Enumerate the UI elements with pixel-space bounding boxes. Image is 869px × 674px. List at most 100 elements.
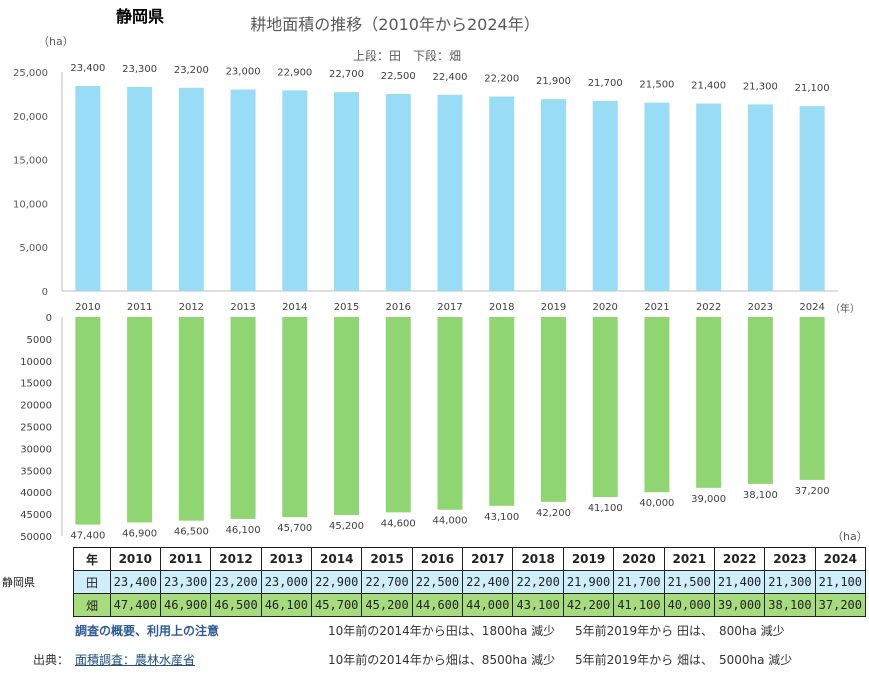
chart-area: 静岡県 耕地面積の推移（2010年から2024年） 上段：田 下段：畑 （ha）… (13, 7, 868, 543)
paddy-value-cell: 21,500 (663, 570, 715, 594)
year-header-cell: 年 (73, 547, 111, 571)
paddy-data-label: 23,000 (226, 67, 261, 78)
year-header-cell: 2019 (562, 547, 615, 571)
data-table: 年 2010 2011 2012 2013 2014 2015 2016 2017 2018 20… (0, 547, 867, 617)
paddy-bar (437, 94, 463, 291)
field-value-cell: 46,500 (210, 593, 262, 617)
chart-subtitle: 上段：田 下段：畑 (353, 48, 461, 63)
year-header-cell: 2021 (663, 547, 715, 571)
lower-y-tick-label: 30000 (20, 444, 52, 455)
year-header-cell: 2016 (411, 547, 464, 571)
upper-y-tick-label: 20,000 (13, 112, 48, 123)
paddy-value-cell: 21,100 (814, 570, 867, 594)
paddy-bar (230, 89, 256, 292)
paddy-data-label: 21,500 (639, 80, 674, 91)
table-row-paddy: 静岡県 田 23,400 23,300 23,200 23,000 22,900 22,7… (0, 570, 867, 594)
field-value-cell: 46,900 (159, 593, 212, 617)
paddy-data-label: 22,700 (329, 69, 364, 80)
field-data-label: 44,600 (381, 518, 416, 529)
paddy-bar (592, 100, 618, 292)
row-label-field: 畑 (73, 593, 111, 617)
field-data-label: 43,100 (484, 512, 519, 523)
year-header-cell: 2022 (713, 547, 766, 571)
year-header-cell: 2013 (260, 547, 313, 571)
paddy-bar (696, 103, 722, 291)
paddy-data-label: 21,700 (588, 78, 623, 89)
table-prefecture-cell: 静岡県 (2, 576, 35, 589)
chart-title: 耕地面積の推移（2010年から2024年） (250, 15, 539, 34)
paddy-value-cell: 22,900 (311, 570, 363, 594)
table-header-row: 年 2010 2011 2012 2013 2014 2015 2016 2017 2018 20… (0, 547, 867, 571)
field-value-cell: 41,100 (613, 593, 665, 617)
paddy-value-cell: 23,300 (159, 570, 212, 594)
field-bar (799, 317, 825, 480)
table-row-field: 畑 47,400 46,900 46,500 46,100 45,700 45,200 44… (0, 593, 867, 617)
lower-y-tick-label: 45000 (20, 510, 52, 521)
field-bar (230, 317, 256, 519)
paddy-bar (178, 87, 204, 291)
x-tick-label: 2010 (75, 302, 100, 313)
field-value-cell: 44,600 (411, 593, 464, 617)
x-tick-label: 2018 (489, 302, 514, 313)
x-tick-label: 2020 (592, 302, 617, 313)
paddy-bar (127, 86, 153, 291)
field-bar (592, 317, 618, 498)
paddy-bar-chart: 0 5,000 10,000 15,000 20,000 25,000 23,400 23,3… (13, 63, 838, 313)
x-tick-label: 2024 (799, 302, 824, 313)
field-value-cell: 37,200 (814, 593, 867, 617)
lower-y-tick-label: 35000 (20, 466, 52, 477)
year-header-cell: 2017 (462, 547, 514, 571)
field-value-cell: 46,100 (260, 593, 313, 617)
field-bar (696, 317, 722, 488)
x-tick-label: 2015 (334, 302, 359, 313)
year-header-cell: 2014 (311, 547, 363, 571)
paddy-bar (334, 92, 360, 291)
paddy-data-label: 23,200 (174, 65, 209, 76)
field-bar (334, 317, 360, 515)
year-header-cell: 2010 (109, 547, 161, 571)
field-value-cell: 43,100 (512, 593, 564, 617)
field-data-label: 39,000 (691, 494, 726, 505)
x-tick-label: 2012 (179, 302, 204, 313)
paddy-bar (747, 104, 773, 291)
field-value-cell: 47,400 (109, 593, 161, 617)
paddy-value-cell: 22,400 (462, 570, 514, 594)
source-label: 出典： (33, 653, 70, 667)
paddy-5y-note: 5年前2019年から 田は、 800ha 減少 (575, 624, 785, 638)
source-link[interactable]: 面積調査：農林水産省 (75, 653, 196, 667)
paddy-data-label: 23,400 (70, 63, 105, 74)
field-data-label: 45,700 (277, 523, 312, 534)
year-header-cell: 2020 (613, 547, 665, 571)
upper-y-tick-label: 25,000 (13, 68, 48, 79)
paddy-data-label: 23,300 (122, 64, 157, 75)
lower-y-tick-label: 10000 (20, 357, 52, 368)
year-header-cell: 2011 (159, 547, 212, 571)
field-value-cell: 45,200 (361, 593, 413, 617)
year-header-cell: 2012 (210, 547, 262, 571)
field-value-cell: 44,000 (462, 593, 514, 617)
paddy-bar (540, 99, 566, 291)
field-bar (385, 317, 411, 513)
overview-link[interactable]: 調査の概要、利用上の注意 (75, 624, 220, 638)
field-data-label: 47,400 (70, 531, 105, 542)
field-data-label: 45,200 (329, 521, 364, 532)
lower-y-tick-label: 25000 (20, 423, 52, 434)
paddy-value-cell: 23,400 (109, 570, 161, 594)
lower-y-tick-label: 20000 (20, 401, 52, 412)
paddy-value-cell: 21,700 (613, 570, 665, 594)
field-value-cell: 42,200 (562, 593, 615, 617)
paddy-data-label: 22,900 (277, 67, 312, 78)
lower-y-tick-label: 0 (46, 313, 52, 324)
year-header-cell: 2015 (361, 547, 413, 571)
paddy-data-label: 22,500 (381, 71, 416, 82)
field-data-label: 46,900 (122, 528, 157, 539)
upper-y-unit: （ha） (38, 35, 74, 48)
paddy-data-label: 22,200 (484, 74, 519, 85)
row-label-paddy: 田 (73, 570, 111, 594)
paddy-data-label: 21,300 (743, 81, 778, 92)
field-value-cell: 45,700 (311, 593, 363, 617)
table-corner (0, 548, 74, 571)
field-bar (437, 317, 463, 510)
x-tick-label: 2023 (748, 302, 773, 313)
field-data-label: 41,100 (588, 503, 623, 514)
